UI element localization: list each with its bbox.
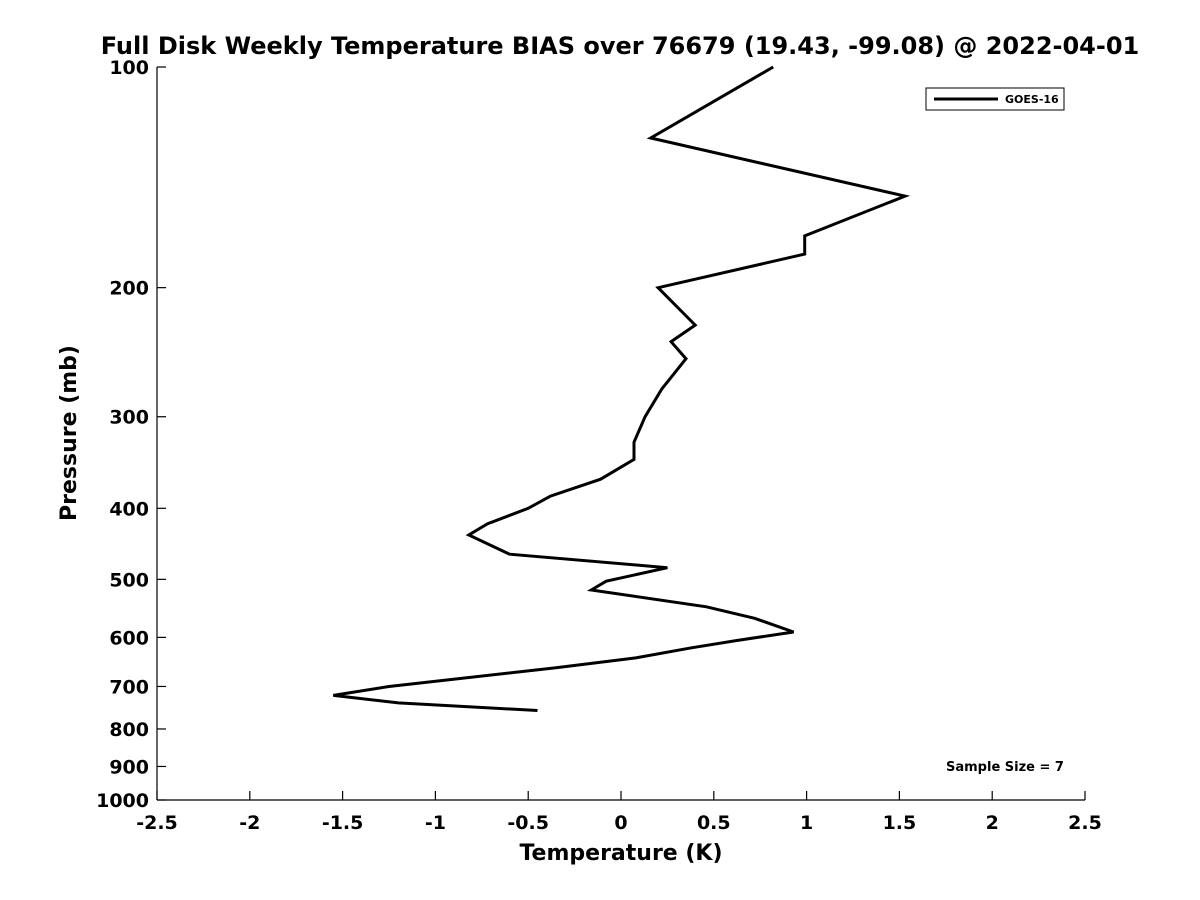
y-ticks: 100 200 300 400 500 600 700 800 900 1000 [96,57,166,812]
y-tick-label: 400 [109,498,149,520]
x-tick-label: 0 [614,812,627,834]
chart-title: Full Disk Weekly Temperature BIAS over 7… [101,32,1140,60]
x-tick-label: -1.5 [322,812,364,834]
x-tick-label: -2 [239,812,260,834]
x-tick-label: 1 [800,812,813,834]
y-tick-label: 500 [109,569,149,591]
legend-entry-goes-16: GOES-16 [1005,93,1059,106]
x-ticks: -2.5 -2 -1.5 -1 -0.5 0 0.5 1 1.5 2 2.5 [136,791,1102,834]
x-tick-label: -2.5 [136,812,178,834]
x-tick-label: -0.5 [507,812,549,834]
axes [156,67,1085,801]
y-tick-label: 900 [109,756,149,778]
y-tick-label: 1000 [96,790,149,812]
y-tick-label: 800 [109,719,149,741]
y-tick-label: 200 [109,278,149,300]
y-tick-label: 600 [109,627,149,649]
x-tick-label: 2.5 [1068,812,1102,834]
x-tick-label: 0.5 [697,812,731,834]
x-tick-label: 1.5 [883,812,917,834]
series-layer [333,65,911,712]
sample-size-annotation: Sample Size = 7 [946,760,1064,775]
legend: GOES-16 [925,87,1065,111]
y-tick-label: 700 [109,676,149,698]
y-tick-label: 100 [109,57,149,79]
y-tick-label: 300 [109,407,149,429]
y-axis-label: Pressure (mb) [57,345,82,521]
x-tick-label: 2 [986,812,999,834]
x-axis-label: Temperature (K) [519,841,722,866]
series-line-goes-16 [333,65,911,712]
x-tick-label: -1 [425,812,446,834]
